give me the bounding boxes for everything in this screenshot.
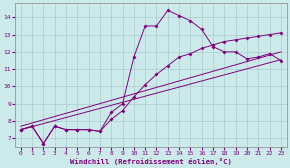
X-axis label: Windchill (Refroidissement éolien,°C): Windchill (Refroidissement éolien,°C): [70, 158, 232, 164]
